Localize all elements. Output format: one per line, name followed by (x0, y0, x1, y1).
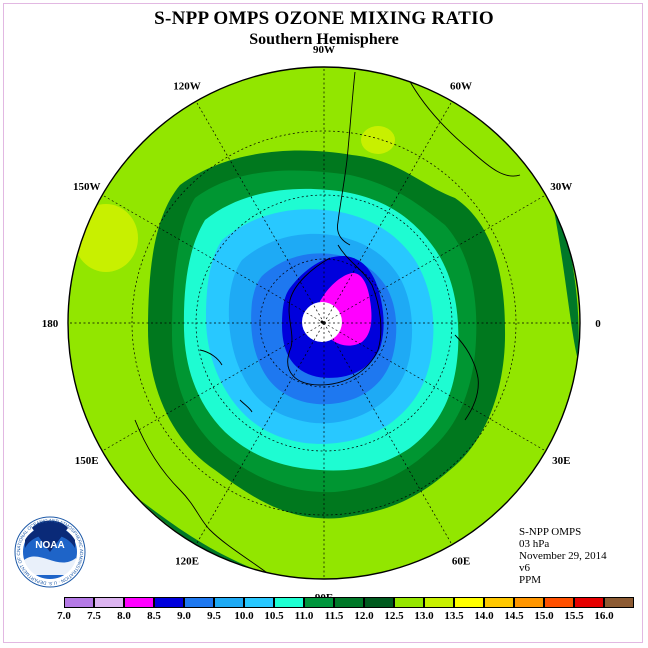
coast-africa-south (454, 334, 479, 421)
contour-13-patch-west (74, 204, 138, 272)
meridian-60w (323, 101, 453, 324)
longitude-label-120e: 120E (175, 555, 199, 567)
color-scale-label: 14.5 (504, 610, 524, 622)
color-scale-label: 12.5 (384, 610, 404, 622)
longitude-label-150e: 150E (75, 455, 99, 467)
info-version: v6 (519, 562, 530, 574)
coast-new-zealand (199, 349, 223, 366)
color-scale-swatch (124, 597, 154, 608)
color-scale-swatch (304, 597, 334, 608)
longitude-label-60w: 60W (450, 81, 472, 93)
color-scale-swatch (574, 597, 604, 608)
color-scale-swatch (514, 597, 544, 608)
meridian-150e (102, 322, 325, 452)
color-scale-label: 8.0 (117, 610, 131, 622)
meridian-30w (323, 194, 546, 324)
color-scale-swatch (154, 597, 184, 608)
color-scale-label: 10.5 (264, 610, 284, 622)
meridian-lines (68, 67, 580, 579)
meridian-120e (195, 322, 325, 545)
south-pole-marker (320, 320, 324, 324)
coast-south-america (337, 71, 356, 246)
info-pressure: 03 hPa (519, 538, 550, 550)
color-scale-swatch (214, 597, 244, 608)
longitude-label-90w: 90W (313, 44, 335, 56)
color-scale-label: 9.0 (177, 610, 191, 622)
coast-south-america-east (407, 77, 521, 177)
color-scale-label: 10.0 (234, 610, 254, 622)
color-scale-label: 9.5 (207, 610, 221, 622)
longitude-label-180: 180 (42, 318, 59, 330)
color-scale-label: 15.5 (564, 610, 584, 622)
color-scale-bar (64, 597, 634, 608)
map-boundary (67, 66, 581, 580)
noaa-logo-text: NOAA (35, 540, 64, 551)
color-scale-swatch (64, 597, 94, 608)
longitude-label-30w: 30W (550, 181, 572, 193)
meridian-30e (323, 322, 546, 452)
coast-antarctica (287, 244, 382, 386)
meridian-60e (323, 322, 453, 545)
color-scale-label: 15.0 (534, 610, 554, 622)
color-scale-swatch (454, 597, 484, 608)
color-scale-swatch (94, 597, 124, 608)
color-scale-swatch (544, 597, 574, 608)
color-scale-label: 11.5 (324, 610, 344, 622)
latitude-circle-30s (131, 130, 517, 516)
color-scale-label: 14.0 (474, 610, 494, 622)
color-scale-swatch (244, 597, 274, 608)
color-scale-label: 11.0 (294, 610, 314, 622)
color-scale-label: 16.0 (594, 610, 614, 622)
longitude-label-120w: 120W (173, 81, 201, 93)
longitude-label-150w: 150W (73, 181, 101, 193)
map-title: S-NPP OMPS OZONE MIXING RATIO (154, 8, 494, 29)
color-scale-swatch (184, 597, 214, 608)
meridian-120w (195, 101, 325, 324)
color-scale-swatch (334, 597, 364, 608)
info-satellite: S-NPP OMPS (519, 526, 582, 538)
color-scale-swatch (394, 597, 424, 608)
contour-13-patch-north (361, 126, 395, 154)
color-scale-swatch (424, 597, 454, 608)
color-scale-swatch (604, 597, 634, 608)
color-scale-swatch (364, 597, 394, 608)
longitude-label-0: 0 (595, 318, 601, 330)
info-date: November 29, 2014 (519, 550, 607, 562)
color-scale-label: 13.0 (414, 610, 434, 622)
info-units: PPM (519, 574, 542, 586)
meridian-150w (102, 194, 325, 324)
coastlines (134, 71, 521, 576)
color-scale-swatch (274, 597, 304, 608)
color-scale-label: 7.5 (87, 610, 101, 622)
map-subtitle: Southern Hemisphere (249, 31, 399, 48)
figure-frame (3, 3, 643, 643)
longitude-label-60e: 60E (452, 555, 470, 567)
color-scale-label: 13.5 (444, 610, 464, 622)
color-scale-label: 12.0 (354, 610, 374, 622)
coast-australia (134, 419, 271, 576)
color-scale-label: 8.5 (147, 610, 161, 622)
longitude-label-30e: 30E (552, 455, 570, 467)
coast-tasmania (239, 399, 253, 413)
color-scale-swatch (484, 597, 514, 608)
ozone-contour-field (68, 67, 580, 579)
color-scale-label: 7.0 (57, 610, 71, 622)
contour-12-rim-east (548, 180, 579, 360)
